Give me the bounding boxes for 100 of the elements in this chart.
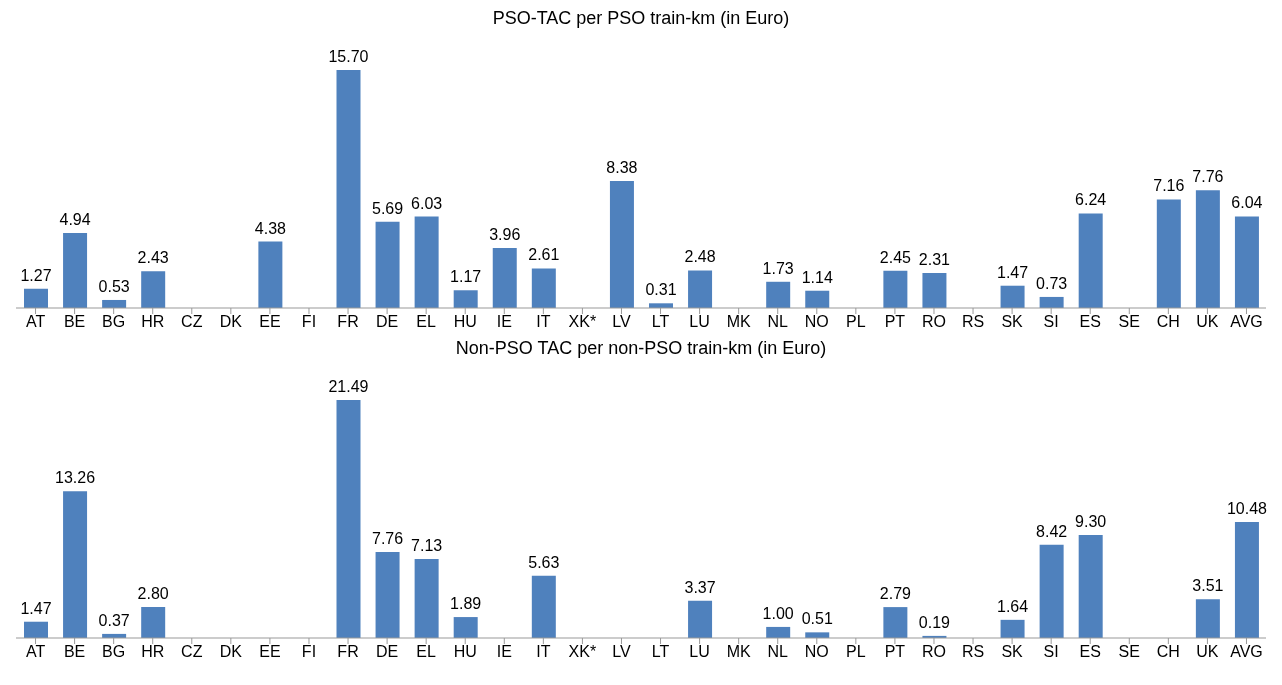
data-label: 13.26 — [55, 469, 96, 487]
x-tick-label: NO — [804, 643, 829, 661]
data-label: 2.79 — [879, 585, 912, 603]
x-tick-label: ES — [1079, 643, 1101, 661]
bar — [258, 241, 283, 308]
data-label: 2.43 — [137, 249, 169, 267]
bar — [883, 607, 908, 638]
x-tick-label: DE — [375, 313, 399, 331]
x-tick-label: XK* — [568, 313, 597, 331]
data-label: 0.19 — [918, 613, 951, 631]
x-tick-label: AVG — [1230, 313, 1263, 331]
data-label: 4.38 — [254, 219, 287, 237]
data-label: 1.27 — [20, 266, 52, 284]
data-label: 5.69 — [371, 199, 404, 217]
x-tick-label: RO — [921, 643, 946, 661]
bar — [688, 270, 713, 308]
x-tick-label: XK* — [568, 643, 597, 661]
data-label: 7.13 — [411, 537, 443, 555]
data-label: 3.96 — [489, 225, 521, 243]
x-tick-label: IT — [536, 643, 551, 661]
x-tick-label: LT — [651, 313, 670, 331]
data-label: 0.37 — [98, 611, 130, 629]
x-tick-label: NO — [804, 313, 829, 331]
bar — [531, 575, 556, 638]
x-tick-label: IE — [496, 643, 512, 661]
x-tick-label: IT — [536, 313, 551, 331]
data-label: 15.70 — [328, 48, 369, 65]
bar — [922, 272, 947, 308]
data-label: 5.63 — [528, 553, 560, 571]
bar — [766, 626, 791, 638]
bar — [531, 268, 556, 308]
bar — [336, 70, 361, 308]
x-tick-label: FI — [301, 643, 317, 661]
bar — [492, 247, 517, 308]
bar — [1000, 619, 1025, 638]
x-tick-label: ES — [1079, 313, 1101, 331]
x-tick-label: BE — [63, 643, 86, 661]
x-tick-label: FR — [337, 313, 359, 331]
data-label: 1.47 — [20, 599, 52, 617]
x-tick-label: HU — [453, 643, 477, 661]
x-tick-label: SE — [1118, 313, 1140, 331]
x-tick-label: RO — [921, 313, 946, 331]
data-label: 7.76 — [1192, 168, 1224, 186]
x-tick-label: FR — [337, 643, 359, 661]
bar — [453, 617, 478, 638]
data-label: 2.31 — [918, 250, 951, 268]
bar — [1156, 199, 1181, 308]
data-label: 8.38 — [606, 158, 638, 176]
bar — [1039, 296, 1064, 308]
bar — [453, 290, 478, 308]
x-tick-label: PL — [846, 643, 866, 661]
chart-title: PSO-TAC per PSO train-km (in Euro) — [491, 8, 791, 30]
bar — [883, 270, 908, 308]
data-label: 0.53 — [98, 277, 130, 295]
x-tick-label: RS — [961, 313, 985, 331]
data-label: 2.48 — [684, 248, 716, 266]
x-tick-label: FI — [301, 313, 317, 331]
bar — [24, 621, 48, 638]
bar — [805, 290, 830, 308]
x-tick-label: LU — [689, 313, 710, 331]
data-label: 1.47 — [996, 263, 1029, 281]
x-tick-label: LV — [612, 313, 631, 331]
data-label: 1.00 — [762, 604, 794, 622]
bar — [63, 233, 88, 308]
bar — [375, 552, 400, 638]
data-label: 8.42 — [1036, 522, 1068, 540]
data-label: 6.04 — [1231, 194, 1263, 212]
bar — [24, 288, 48, 308]
x-tick-label: SK — [1001, 313, 1024, 331]
x-tick-label: IE — [496, 313, 512, 331]
data-label: 1.73 — [762, 259, 794, 277]
x-tick-label: CH — [1156, 313, 1180, 331]
x-tick-label: PL — [846, 313, 866, 331]
data-label: 7.76 — [371, 530, 404, 548]
x-tick-label: EE — [259, 313, 281, 331]
bar — [63, 491, 88, 638]
bar — [1234, 216, 1259, 308]
x-tick-label: BE — [63, 313, 86, 331]
bar — [766, 281, 791, 308]
bar — [414, 216, 439, 308]
data-label: 2.80 — [137, 584, 169, 602]
bar — [336, 400, 361, 638]
x-tick-label: UK — [1196, 313, 1219, 331]
data-label: 0.31 — [645, 281, 677, 299]
x-tick-label: LT — [651, 643, 670, 661]
bar — [1078, 213, 1103, 308]
bar — [141, 606, 166, 638]
x-tick-label: NL — [767, 643, 789, 661]
x-tick-label: CH — [1156, 643, 1180, 661]
x-tick-label: NL — [767, 313, 789, 331]
x-tick-label: SI — [1043, 313, 1059, 331]
data-label: 2.45 — [879, 248, 912, 266]
data-label: 21.49 — [328, 378, 369, 395]
x-tick-label: EL — [416, 313, 437, 331]
x-tick-label: MK — [726, 313, 751, 331]
data-label: 0.51 — [801, 610, 833, 628]
x-tick-label: SK — [1001, 643, 1024, 661]
data-label: 1.64 — [996, 597, 1029, 615]
data-label: 1.14 — [801, 268, 833, 286]
x-tick-label: MK — [726, 643, 751, 661]
